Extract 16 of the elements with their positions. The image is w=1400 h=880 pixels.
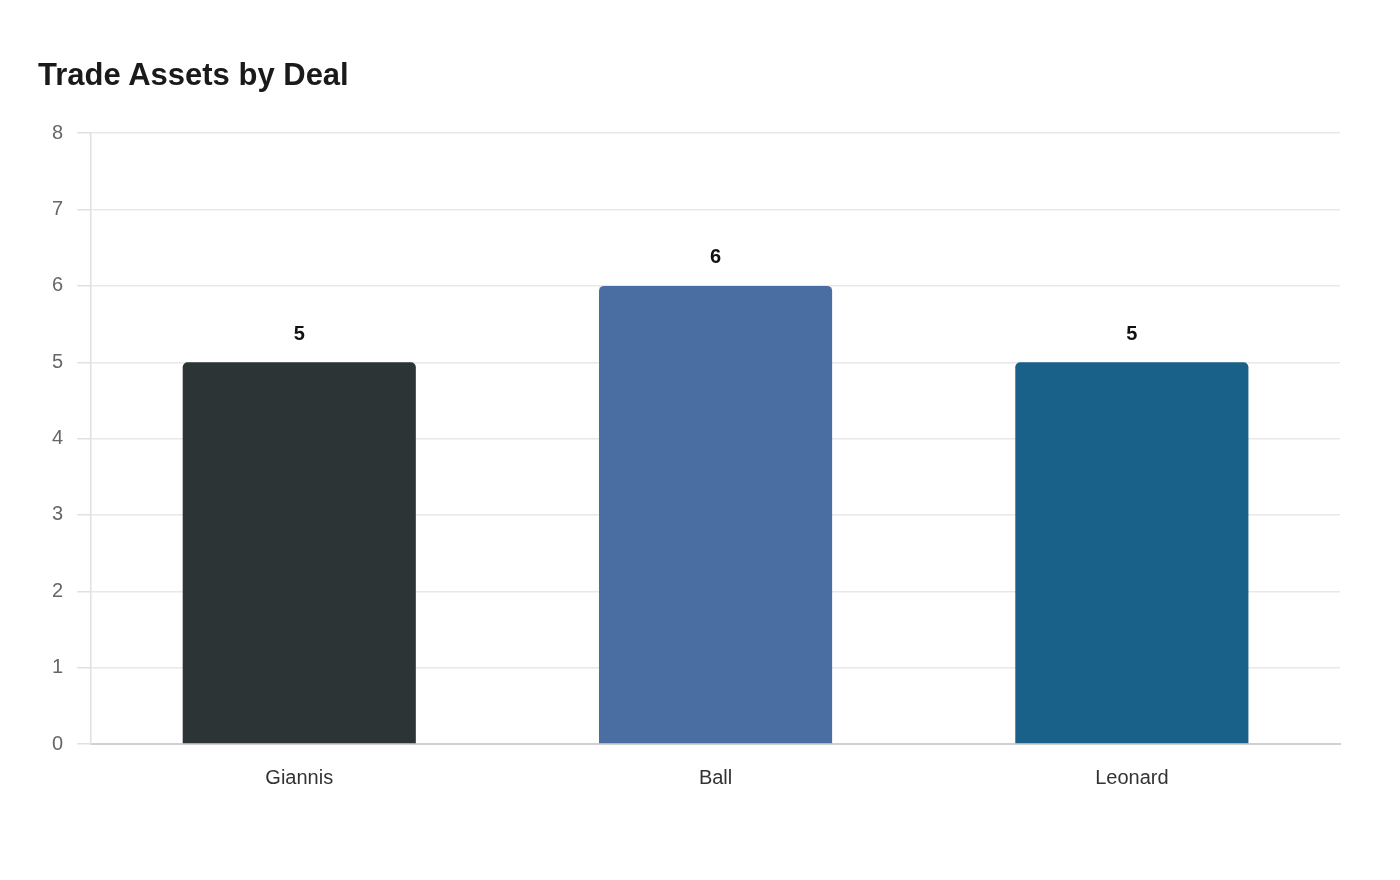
y-tick-label: 6 [52,273,64,296]
y-tick-label: 8 [52,120,64,143]
y-tick-label: 3 [52,502,64,525]
data-label: 5 [293,321,305,344]
y-tick-label: 4 [52,426,64,449]
chart-title: Trade Assets by Deal [38,57,349,93]
y-tick-label: 1 [52,655,64,678]
x-tick-label: Ball [698,765,733,788]
data-label: 6 [710,245,722,268]
y-tick-label: 7 [52,197,64,220]
x-tick-label: Giannis [265,765,334,788]
data-label: 5 [1126,321,1138,344]
x-tick-label: Leonard [1095,765,1169,788]
y-tick-label: 5 [52,349,64,372]
y-tick-label: 2 [52,578,64,601]
y-tick-label: 0 [52,731,64,754]
